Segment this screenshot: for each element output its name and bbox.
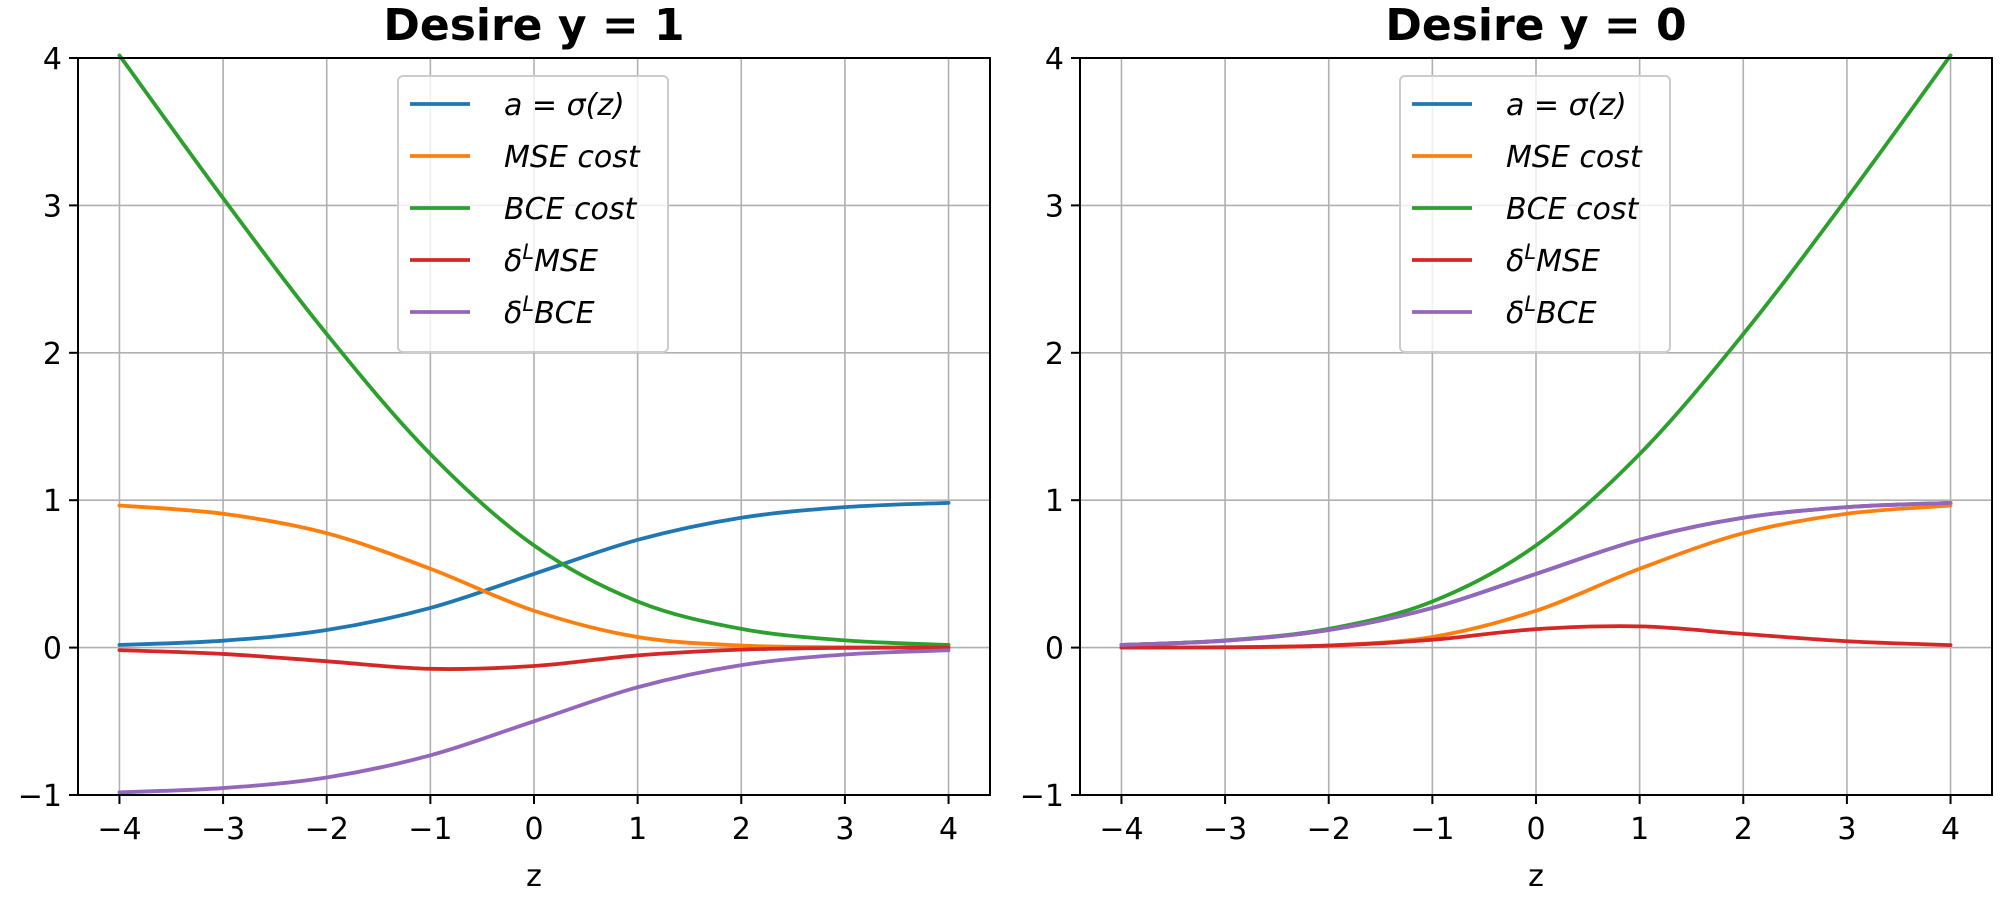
- x-tick-label: −3: [201, 812, 245, 847]
- x-tick-label: −1: [408, 812, 452, 847]
- legend-label-5: δLBCE: [1506, 292, 1597, 331]
- x-tick-label: 3: [835, 812, 854, 847]
- x-tick-label: −2: [1307, 812, 1351, 847]
- legend-label-3: BCE cost: [1506, 192, 1639, 227]
- x-tick-label: −4: [1099, 812, 1143, 847]
- y-tick-label: 4: [43, 42, 62, 77]
- y-tick-label: 3: [1045, 189, 1064, 224]
- legend-label-3: BCE cost: [504, 192, 637, 227]
- y-tick-label: 4: [1045, 42, 1064, 77]
- legend-box: [397, 75, 669, 353]
- x-tick-label: 0: [524, 812, 543, 847]
- y-tick-label: 1: [1045, 484, 1064, 519]
- legend-label-5: δLBCE: [504, 292, 595, 331]
- x-tick-label: 4: [939, 812, 958, 847]
- y-tick-label: 3: [43, 189, 62, 224]
- y-tick-label: 2: [1045, 337, 1064, 372]
- legend-label-1: a = σ(z): [504, 88, 625, 123]
- x-tick-label: 0: [1526, 812, 1545, 847]
- legend-label-4: δLMSE: [504, 240, 598, 279]
- series-line-4: [117, 645, 951, 671]
- y-tick-label: 0: [1045, 632, 1064, 667]
- legend-label-1: a = σ(z): [1506, 88, 1627, 123]
- y-tick-label: −1: [18, 779, 62, 814]
- chart-panel-2: −4 −3 −2 −1 0 1 2 3 4 −1 0 1 2 3 4 Desire y = 0 z a = σ(z…: [1020, 0, 1993, 894]
- legend-label-2: MSE cost: [1506, 140, 1643, 175]
- x-tick-label: 3: [1837, 812, 1856, 847]
- x-tick-label: 1: [1630, 812, 1649, 847]
- series-line-3: [117, 53, 951, 647]
- x-tick-label: −2: [305, 812, 349, 847]
- x-tick-label: 2: [732, 812, 751, 847]
- x-tick-label: −3: [1203, 812, 1247, 847]
- series-line-4: [1119, 624, 1953, 650]
- x-tick-label: −4: [97, 812, 141, 847]
- x-tick-label: −1: [1410, 812, 1454, 847]
- x-axis-label: z: [1528, 859, 1544, 894]
- x-axis-label: z: [526, 859, 542, 894]
- chart-title: Desire y = 0: [1385, 0, 1686, 51]
- series-line-1: [117, 500, 951, 647]
- y-tick-label: 1: [43, 484, 62, 519]
- chart-title: Desire y = 1: [383, 0, 684, 51]
- y-tick-label: −1: [1020, 779, 1064, 814]
- series-line-5: [117, 648, 951, 795]
- legend-label-2: MSE cost: [504, 140, 641, 175]
- legend-label-4: δLMSE: [1506, 240, 1600, 279]
- y-tick-label: 2: [43, 337, 62, 372]
- chart-panel-1: −4 −3 −2 −1 0 1 2 3 4 −1 0 1 2 3 4 Desire y = 1 z a = σ(z…: [18, 0, 991, 894]
- series-line-5: [1119, 500, 1953, 647]
- y-tick-label: 0: [43, 632, 62, 667]
- x-tick-label: 4: [1941, 812, 1960, 847]
- x-tick-label: 2: [1734, 812, 1753, 847]
- x-tick-label: 1: [628, 812, 647, 847]
- legend-box: [1399, 75, 1671, 353]
